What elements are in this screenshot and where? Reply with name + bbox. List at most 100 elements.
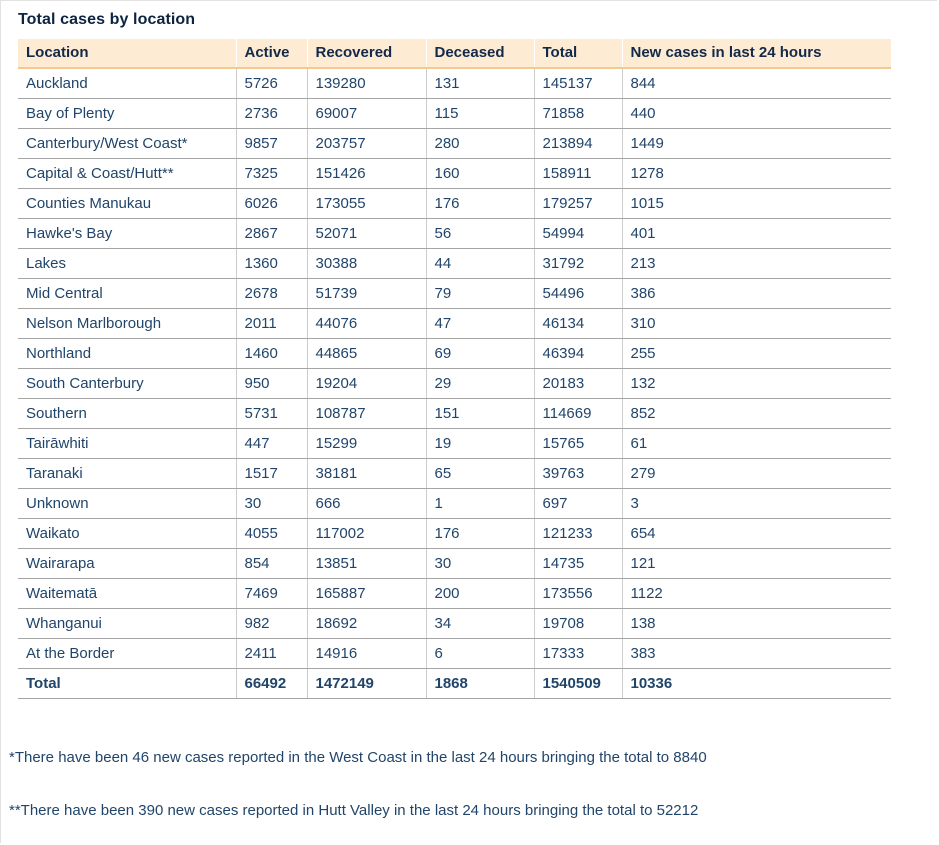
location-cell: Capital & Coast/Hutt** (18, 158, 236, 189)
cell-deceased: 44 (425, 248, 534, 279)
cell-total: 46394 (533, 338, 622, 369)
cell-deceased: 69 (425, 338, 534, 369)
cell-active: 2736 (235, 98, 307, 129)
table-row-canterbury-west-coast: Canterbury/West Coast* 9857 203757 280 21389… (18, 128, 891, 159)
cell-deceased: 160 (425, 158, 534, 189)
location-cell: Whanganui (18, 608, 236, 639)
cases-table: Location Active Recovered Deceased Total New … (18, 39, 891, 699)
column-header-location: Location (18, 39, 236, 69)
cell-deceased: 115 (425, 98, 534, 129)
table-row-tair-whiti: Tairāwhiti 447 15299 19 15765 61 (18, 428, 891, 459)
table-row-unknown: Unknown 30 666 1 697 3 (18, 488, 891, 519)
cell-deceased: 200 (425, 578, 534, 609)
cell-total: 19708 (533, 608, 622, 639)
cell-active: 2011 (235, 308, 307, 339)
cell-total: 697 (533, 488, 622, 519)
cell-total: 179257 (533, 188, 622, 219)
table-row-waikato: Waikato 4055 117002 176 121233 654 (18, 518, 891, 549)
cell-deceased: 56 (425, 218, 534, 249)
cell-total: 46134 (533, 308, 622, 339)
cell-deceased: 30 (425, 548, 534, 579)
footnote-hutt-valley: **There have been 390 new cases reported… (9, 802, 699, 819)
cell-new-cases-in-last-24-hours: 279 (621, 458, 891, 489)
cell-active: 7325 (235, 158, 307, 189)
location-cell: Counties Manukau (18, 188, 236, 219)
cell-recovered: 15299 (306, 428, 426, 459)
cell-new-cases-in-last-24-hours: 1278 (621, 158, 891, 189)
cell-total: 14735 (533, 548, 622, 579)
cell-new-cases-in-last-24-hours: 383 (621, 638, 891, 669)
cell-active: 950 (235, 368, 307, 399)
cell-deceased: 65 (425, 458, 534, 489)
cell-new-cases-in-last-24-hours: 213 (621, 248, 891, 279)
cell-new-cases-in-last-24-hours: 255 (621, 338, 891, 369)
cell-new-cases-in-last-24-hours: 10336 (621, 668, 891, 699)
cell-new-cases-in-last-24-hours: 386 (621, 278, 891, 309)
cell-total: 173556 (533, 578, 622, 609)
cell-recovered: 52071 (306, 218, 426, 249)
cell-deceased: 34 (425, 608, 534, 639)
table-row-wairarapa: Wairarapa 854 13851 30 14735 121 (18, 548, 891, 579)
column-header-new-cases-in-last-24-hours: New cases in last 24 hours (621, 39, 891, 69)
cell-deceased: 1 (425, 488, 534, 519)
table-row-nelson-marlborough: Nelson Marlborough 2011 44076 47 46134 310 (18, 308, 891, 339)
cell-total: 1540509 (533, 668, 622, 699)
cell-recovered: 44865 (306, 338, 426, 369)
cell-recovered: 139280 (306, 68, 426, 99)
location-cell: Auckland (18, 68, 236, 99)
cell-recovered: 44076 (306, 308, 426, 339)
table-row-northland: Northland 1460 44865 69 46394 255 (18, 338, 891, 369)
cell-deceased: 280 (425, 128, 534, 159)
cell-active: 1517 (235, 458, 307, 489)
cell-active: 2678 (235, 278, 307, 309)
table-row-hawke-s-bay: Hawke's Bay 2867 52071 56 54994 401 (18, 218, 891, 249)
location-cell: Unknown (18, 488, 236, 519)
cell-active: 7469 (235, 578, 307, 609)
location-cell: South Canterbury (18, 368, 236, 399)
cell-recovered: 1472149 (306, 668, 426, 699)
cell-deceased: 176 (425, 188, 534, 219)
cell-total: 20183 (533, 368, 622, 399)
cell-total: 31792 (533, 248, 622, 279)
cell-recovered: 666 (306, 488, 426, 519)
cell-total: 39763 (533, 458, 622, 489)
location-cell: Northland (18, 338, 236, 369)
cell-new-cases-in-last-24-hours: 1122 (621, 578, 891, 609)
cell-recovered: 51739 (306, 278, 426, 309)
location-cell: Southern (18, 398, 236, 429)
cell-recovered: 108787 (306, 398, 426, 429)
cell-total: 15765 (533, 428, 622, 459)
table-row-south-canterbury: South Canterbury 950 19204 29 20183 132 (18, 368, 891, 399)
cell-total: 145137 (533, 68, 622, 99)
cell-active: 2867 (235, 218, 307, 249)
location-cell: Bay of Plenty (18, 98, 236, 129)
cell-new-cases-in-last-24-hours: 61 (621, 428, 891, 459)
column-header-active: Active (235, 39, 307, 69)
footnote-west-coast: *There have been 46 new cases reported i… (9, 749, 707, 766)
cell-deceased: 6 (425, 638, 534, 669)
cell-new-cases-in-last-24-hours: 401 (621, 218, 891, 249)
cell-recovered: 38181 (306, 458, 426, 489)
table-body: Auckland 5726 139280 131 145137 844 Bay of Ple… (18, 68, 891, 699)
cell-active: 854 (235, 548, 307, 579)
cell-active: 982 (235, 608, 307, 639)
cell-recovered: 117002 (306, 518, 426, 549)
location-cell: Wairarapa (18, 548, 236, 579)
cell-new-cases-in-last-24-hours: 310 (621, 308, 891, 339)
cell-recovered: 13851 (306, 548, 426, 579)
cell-total: 54994 (533, 218, 622, 249)
location-cell: Waikato (18, 518, 236, 549)
table-row-lakes: Lakes 1360 30388 44 31792 213 (18, 248, 891, 279)
cell-recovered: 203757 (306, 128, 426, 159)
cell-new-cases-in-last-24-hours: 132 (621, 368, 891, 399)
cell-recovered: 69007 (306, 98, 426, 129)
table-row-at-the-border: At the Border 2411 14916 6 17333 383 (18, 638, 891, 669)
column-header-recovered: Recovered (306, 39, 426, 69)
cell-deceased: 79 (425, 278, 534, 309)
location-cell: Mid Central (18, 278, 236, 309)
table-total-row: Total 66492 1472149 1868 1540509 10336 (18, 668, 891, 699)
cell-recovered: 165887 (306, 578, 426, 609)
cell-recovered: 173055 (306, 188, 426, 219)
cell-total: 54496 (533, 278, 622, 309)
